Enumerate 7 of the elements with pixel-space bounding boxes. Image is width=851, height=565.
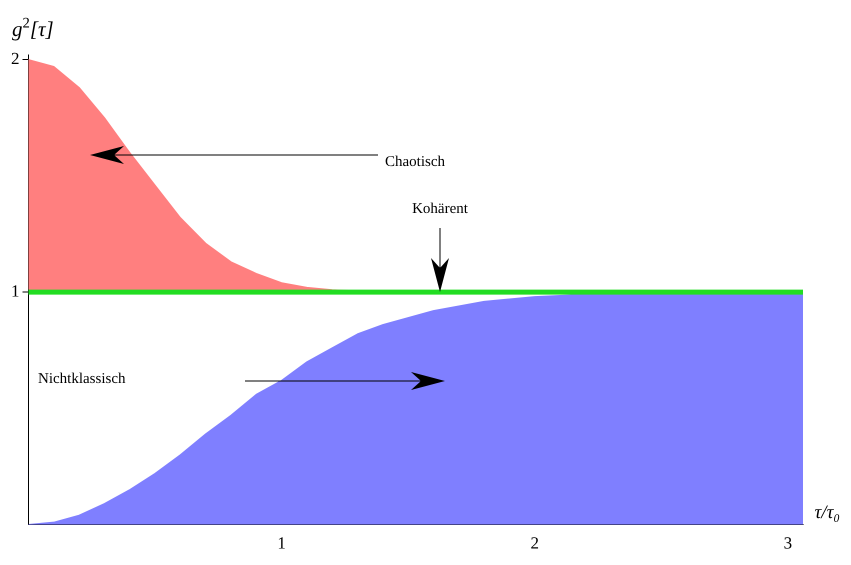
annotation: Kohärent xyxy=(411,201,469,218)
x-tick-label: 3 xyxy=(784,533,792,552)
x-tick-label: 1 xyxy=(277,533,286,552)
x-axis-title: τ/τ₀ xyxy=(814,502,840,523)
annotation: Chaotisch xyxy=(385,154,445,171)
x-tick-label: 2 xyxy=(530,533,539,552)
annotation: Nichtklassisch xyxy=(38,371,126,388)
